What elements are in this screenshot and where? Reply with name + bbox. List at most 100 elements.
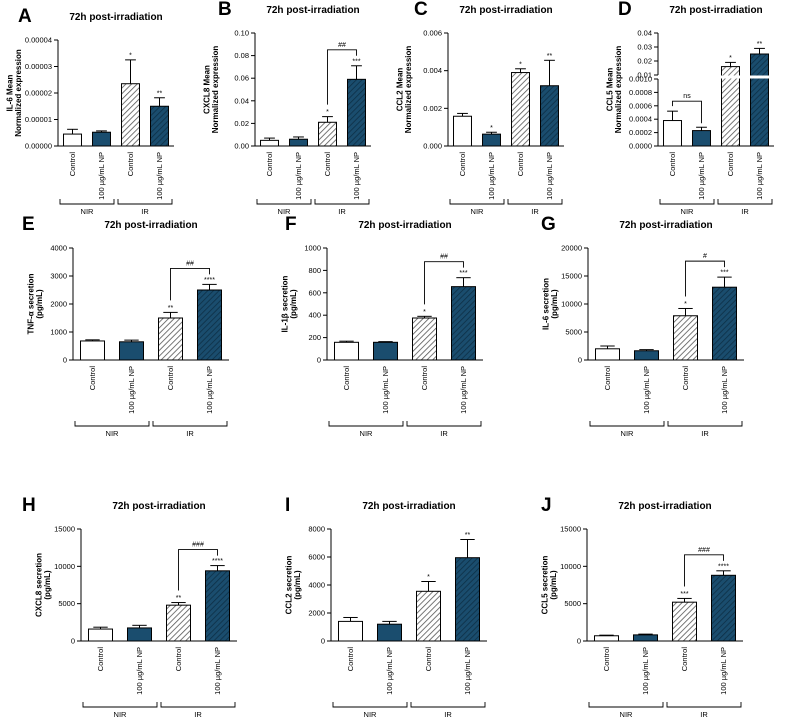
y-tick-label: 0.0010 — [629, 75, 652, 84]
group-label: NIR — [114, 710, 128, 719]
panel-title: 72h post-irradiation — [69, 12, 162, 23]
comparison-bracket — [327, 49, 357, 105]
group-label: IR — [186, 429, 194, 438]
y-axis-label-line: Normalized expression — [14, 49, 23, 137]
y-tick-label: 0.06 — [234, 74, 249, 83]
bar — [121, 83, 140, 147]
bar — [318, 121, 337, 147]
category-label: 100 µg/mL NP — [642, 366, 651, 414]
significance-label: * — [427, 574, 430, 581]
significance-label: ** — [547, 53, 553, 60]
comparison-bracket — [170, 267, 210, 301]
bar — [663, 120, 682, 147]
bar — [158, 317, 183, 361]
group-label: IR — [444, 710, 452, 719]
y-axis-label-line: (pg/mL) — [35, 289, 44, 319]
significance-label: ** — [757, 41, 763, 48]
panel-g: G 72h post-irradiation 0 5000 10000 15000 2000… — [541, 214, 744, 438]
y-tick-label: 5000 — [58, 599, 75, 608]
bracket-label: # — [703, 253, 707, 260]
bar — [540, 85, 559, 147]
significance-label: ** — [168, 305, 174, 312]
significance-label: * — [490, 125, 493, 132]
group-bracket — [74, 421, 150, 427]
panel-d: D 72h post-irradiation 0.01 0.02 0.03 0.04 0.0… — [605, 0, 775, 216]
category-label: 100 µg/mL NP — [127, 366, 136, 414]
category-label: 100 µg/mL NP — [205, 366, 214, 414]
category-label: 100 µg/mL NP — [459, 366, 468, 414]
y-tick-label: 2000 — [308, 609, 325, 618]
y-axis-label: CXCL8 MeanNormalized expression — [202, 46, 220, 134]
y-tick-label: 0.08 — [234, 51, 249, 60]
y-tick-label: 0 — [71, 637, 75, 646]
y-tick-label: 2000 — [50, 300, 67, 309]
y-tick-label: 0.00 — [234, 142, 249, 151]
panel-a: A 72h post-irradiation 0.00000 0.00001 0.000… — [5, 6, 174, 216]
category-label: 100 µg/mL NP — [381, 366, 390, 414]
category-label: Control — [323, 152, 332, 177]
panel-title: 72h post-irradiation — [619, 220, 712, 231]
bracket-label: ## — [186, 260, 194, 267]
y-tick-label: 10000 — [561, 300, 582, 309]
category-label: 100 µg/mL NP — [545, 152, 554, 200]
category-label: Control — [680, 647, 689, 672]
bar — [166, 604, 191, 642]
y-axis-label-line: CCL5 secretion — [540, 556, 549, 615]
bracket-label: ns — [683, 93, 691, 100]
comparison-bracket — [424, 261, 464, 305]
category-label: Control — [174, 647, 183, 672]
category-label: Control — [602, 647, 611, 672]
y-tick-label: 200 — [308, 333, 321, 342]
panel-letter: A — [18, 6, 32, 27]
y-axis-label: CCL5 secretion(pg/mL) — [540, 556, 558, 615]
category-label: 100 µg/mL NP — [352, 152, 361, 200]
bar — [672, 601, 697, 642]
bar — [373, 341, 398, 361]
y-axis-label-line: TNF-α secretion — [26, 273, 35, 334]
y-axis-label-line: CCL2 secretion — [284, 556, 293, 615]
y-axis-label-line: IL-6 secretion — [541, 278, 550, 330]
y-tick-label: 10000 — [560, 562, 581, 571]
y-tick-label: 4000 — [308, 581, 325, 590]
panel-title: 72h post-irradiation — [266, 5, 359, 16]
significance-label: **** — [212, 558, 223, 565]
y-tick-label: 0.006 — [423, 29, 442, 38]
group-label: IR — [700, 710, 708, 719]
y-tick-label: 10000 — [54, 562, 75, 571]
category-label: Control — [424, 647, 433, 672]
category-label: Control — [603, 366, 612, 391]
significance-label: * — [326, 109, 329, 116]
y-tick-label: 0.0008 — [629, 88, 652, 97]
panel-title: 72h post-irradiation — [618, 501, 711, 512]
comparison-bracket — [178, 549, 218, 591]
comparison-bracket — [685, 260, 725, 297]
panel-title: 72h post-irradiation — [104, 220, 197, 231]
bar — [92, 131, 111, 147]
bar — [673, 315, 698, 361]
group-bracket — [332, 702, 408, 708]
y-tick-label: 0.00003 — [25, 62, 52, 71]
group-bracket — [659, 199, 715, 205]
y-axis-label-line: Normalized expression — [404, 46, 413, 134]
bracket-label: ### — [698, 547, 710, 554]
panel-letter: G — [541, 214, 556, 235]
group-label: IR — [531, 207, 539, 216]
y-axis-label-line: Normalized expression — [211, 46, 220, 134]
bar — [127, 627, 152, 642]
bar — [205, 570, 230, 642]
category-label: 100 µg/mL NP — [97, 152, 106, 200]
group-label: IR — [194, 710, 202, 719]
category-label: 100 µg/mL NP — [720, 366, 729, 414]
group-bracket — [589, 421, 665, 427]
y-axis-label: CXCL8 secretion(pg/mL) — [34, 553, 52, 617]
comparison-bracket — [672, 100, 702, 124]
significance-label: *** — [352, 58, 360, 65]
y-tick-label: 0.10 — [234, 29, 249, 38]
bar — [634, 350, 659, 361]
group-bracket — [152, 421, 228, 427]
y-tick-label: 20000 — [561, 244, 582, 253]
y-axis-label-line: (pg/mL) — [293, 570, 302, 600]
panel-title: 72h post-irradiation — [112, 501, 205, 512]
panel-j: J 72h post-irradiation 0 5000 10000 15000 CCL5… — [540, 495, 743, 719]
